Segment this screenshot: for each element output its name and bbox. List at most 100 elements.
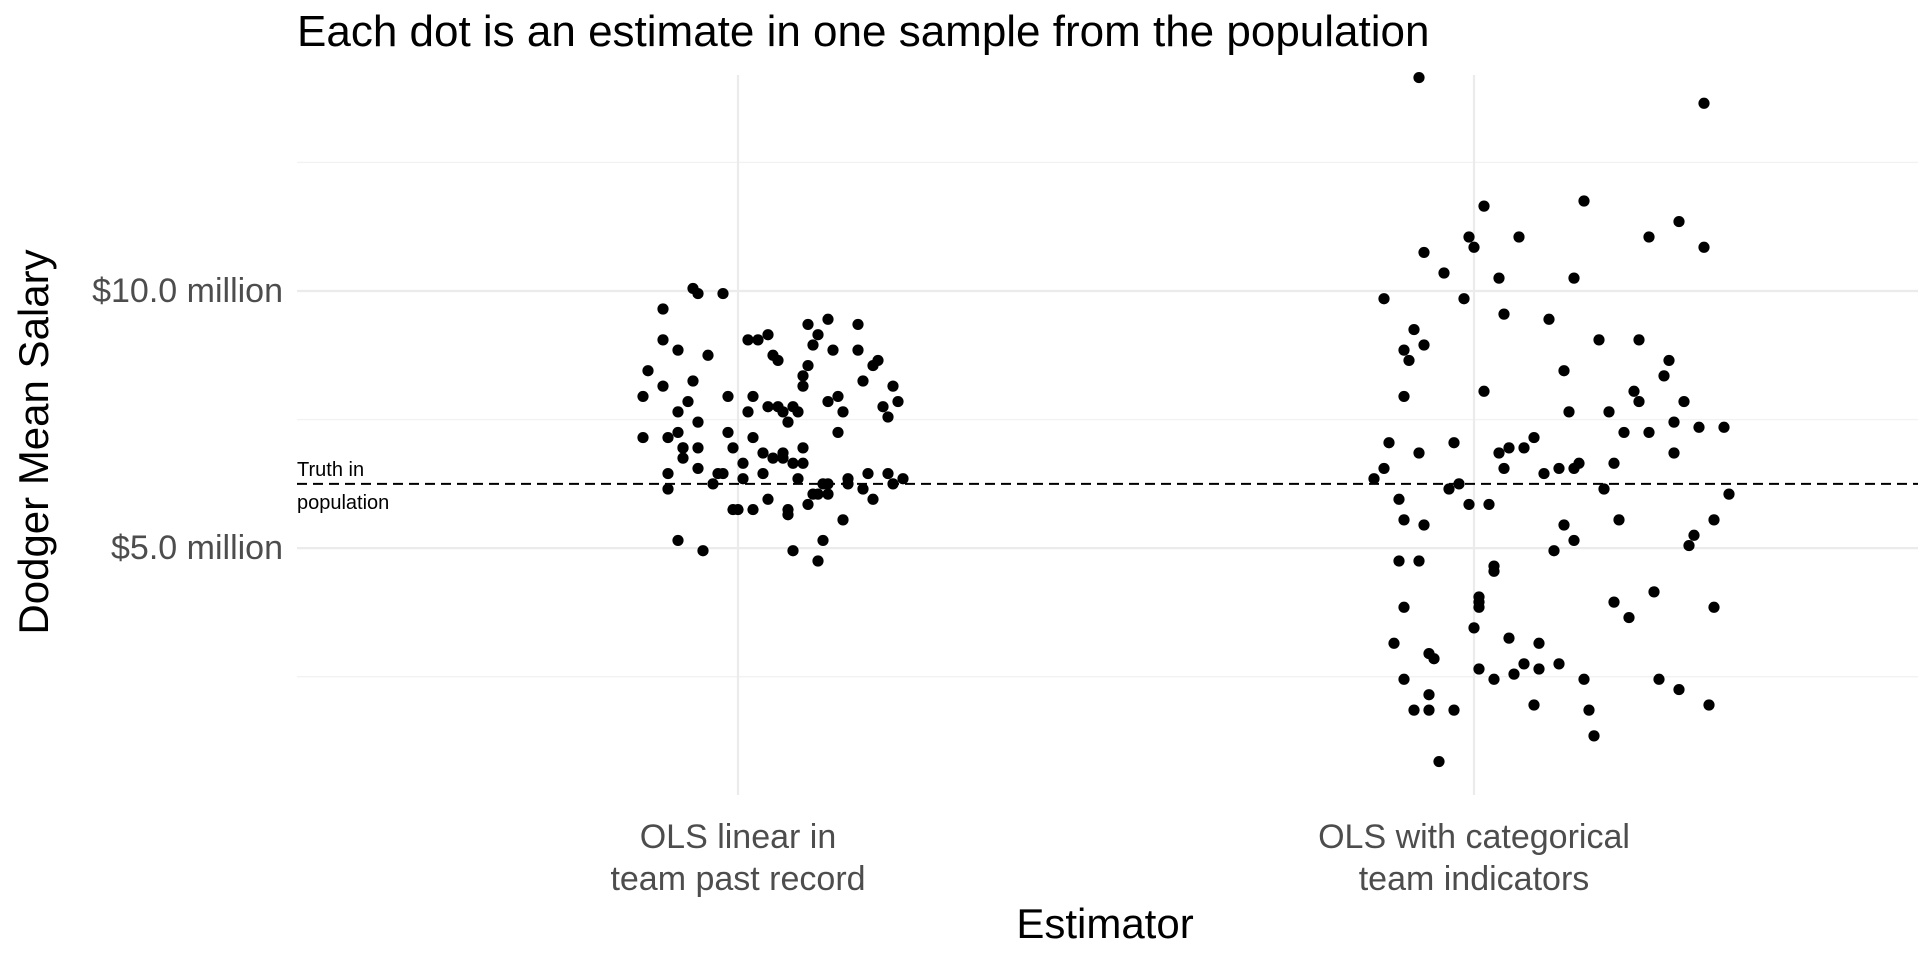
data-point xyxy=(842,478,854,490)
data-point xyxy=(1563,406,1575,418)
data-point xyxy=(1633,334,1645,346)
data-point xyxy=(827,344,839,356)
data-point xyxy=(1508,668,1520,680)
data-point xyxy=(782,503,794,516)
data-point xyxy=(742,334,754,346)
data-point xyxy=(1493,272,1505,284)
data-point xyxy=(832,426,844,439)
data-point xyxy=(1418,519,1430,531)
data-point xyxy=(1558,519,1570,531)
data-point xyxy=(792,406,804,418)
data-point xyxy=(662,483,674,495)
data-point xyxy=(1628,385,1640,397)
data-point xyxy=(657,303,669,315)
data-point xyxy=(1398,390,1410,403)
data-point xyxy=(672,406,684,418)
data-point xyxy=(857,375,869,387)
data-point xyxy=(672,534,684,547)
data-point xyxy=(722,426,734,439)
data-point xyxy=(1528,431,1540,444)
data-point xyxy=(892,395,904,408)
data-point xyxy=(1663,354,1675,367)
data-point xyxy=(797,457,809,469)
data-point xyxy=(1393,493,1405,505)
data-point xyxy=(1473,663,1485,675)
data-point xyxy=(1438,267,1450,279)
data-point xyxy=(717,287,729,300)
data-point xyxy=(1493,447,1505,459)
data-point xyxy=(1408,704,1420,716)
data-point xyxy=(802,498,814,511)
data-point xyxy=(1423,689,1435,701)
data-point xyxy=(1698,241,1710,253)
data-point xyxy=(677,442,689,454)
data-point xyxy=(1483,498,1495,511)
data-point xyxy=(752,334,764,346)
data-point xyxy=(1393,555,1405,567)
data-point xyxy=(1653,673,1665,685)
data-point xyxy=(1623,611,1635,624)
data-point xyxy=(887,478,899,490)
x-tick-label: team indicators xyxy=(1359,860,1590,898)
data-point xyxy=(1673,683,1685,696)
data-point xyxy=(1458,293,1470,305)
data-point xyxy=(1578,673,1590,685)
data-point xyxy=(702,349,714,361)
data-point xyxy=(882,411,894,423)
data-point xyxy=(1513,231,1525,243)
data-point xyxy=(782,416,794,428)
data-point xyxy=(1613,514,1625,526)
data-point xyxy=(1518,658,1530,670)
data-point xyxy=(1593,334,1605,346)
data-point xyxy=(1433,755,1445,768)
data-point xyxy=(1478,200,1490,212)
x-axis-ticks: OLS linear in team past record OLS with ca… xyxy=(610,818,1629,898)
data-point xyxy=(1463,231,1475,243)
data-point xyxy=(852,344,864,356)
data-point xyxy=(877,401,889,413)
data-point xyxy=(1553,658,1565,670)
data-point xyxy=(677,452,689,464)
data-point xyxy=(1398,514,1410,526)
data-point xyxy=(692,462,704,475)
data-point xyxy=(1488,673,1500,685)
data-point xyxy=(642,365,654,377)
data-point xyxy=(757,447,769,459)
data-point xyxy=(662,467,674,480)
data-point xyxy=(757,467,769,480)
data-point xyxy=(1398,344,1410,356)
data-point xyxy=(1658,370,1670,382)
data-point xyxy=(1413,555,1425,567)
data-point xyxy=(1383,437,1395,449)
data-point xyxy=(832,390,844,403)
data-point xyxy=(737,473,749,485)
data-point xyxy=(1718,421,1730,433)
data-point xyxy=(762,401,774,413)
data-point xyxy=(772,354,784,367)
data-point xyxy=(637,431,649,444)
y-tick-label: $5.0 million xyxy=(111,529,283,567)
data-point xyxy=(787,545,799,557)
data-point xyxy=(1443,483,1455,495)
data-point xyxy=(1703,699,1715,711)
data-point xyxy=(1668,447,1680,459)
data-point xyxy=(807,339,819,351)
data-point xyxy=(1608,457,1620,469)
data-point xyxy=(692,416,704,428)
data-point xyxy=(1583,704,1595,716)
data-point xyxy=(1528,699,1540,711)
data-point xyxy=(1553,462,1565,475)
data-points xyxy=(637,71,1735,768)
data-point xyxy=(1473,596,1485,608)
data-point xyxy=(887,380,899,392)
data-point xyxy=(1408,323,1420,336)
data-point xyxy=(1498,308,1510,320)
data-point xyxy=(797,380,809,392)
data-point xyxy=(817,534,829,547)
data-point xyxy=(1643,231,1655,243)
data-point xyxy=(1598,483,1610,495)
data-point xyxy=(692,442,704,454)
x-tick-label: team past record xyxy=(610,860,865,898)
data-point xyxy=(802,318,814,331)
data-point xyxy=(1398,601,1410,613)
